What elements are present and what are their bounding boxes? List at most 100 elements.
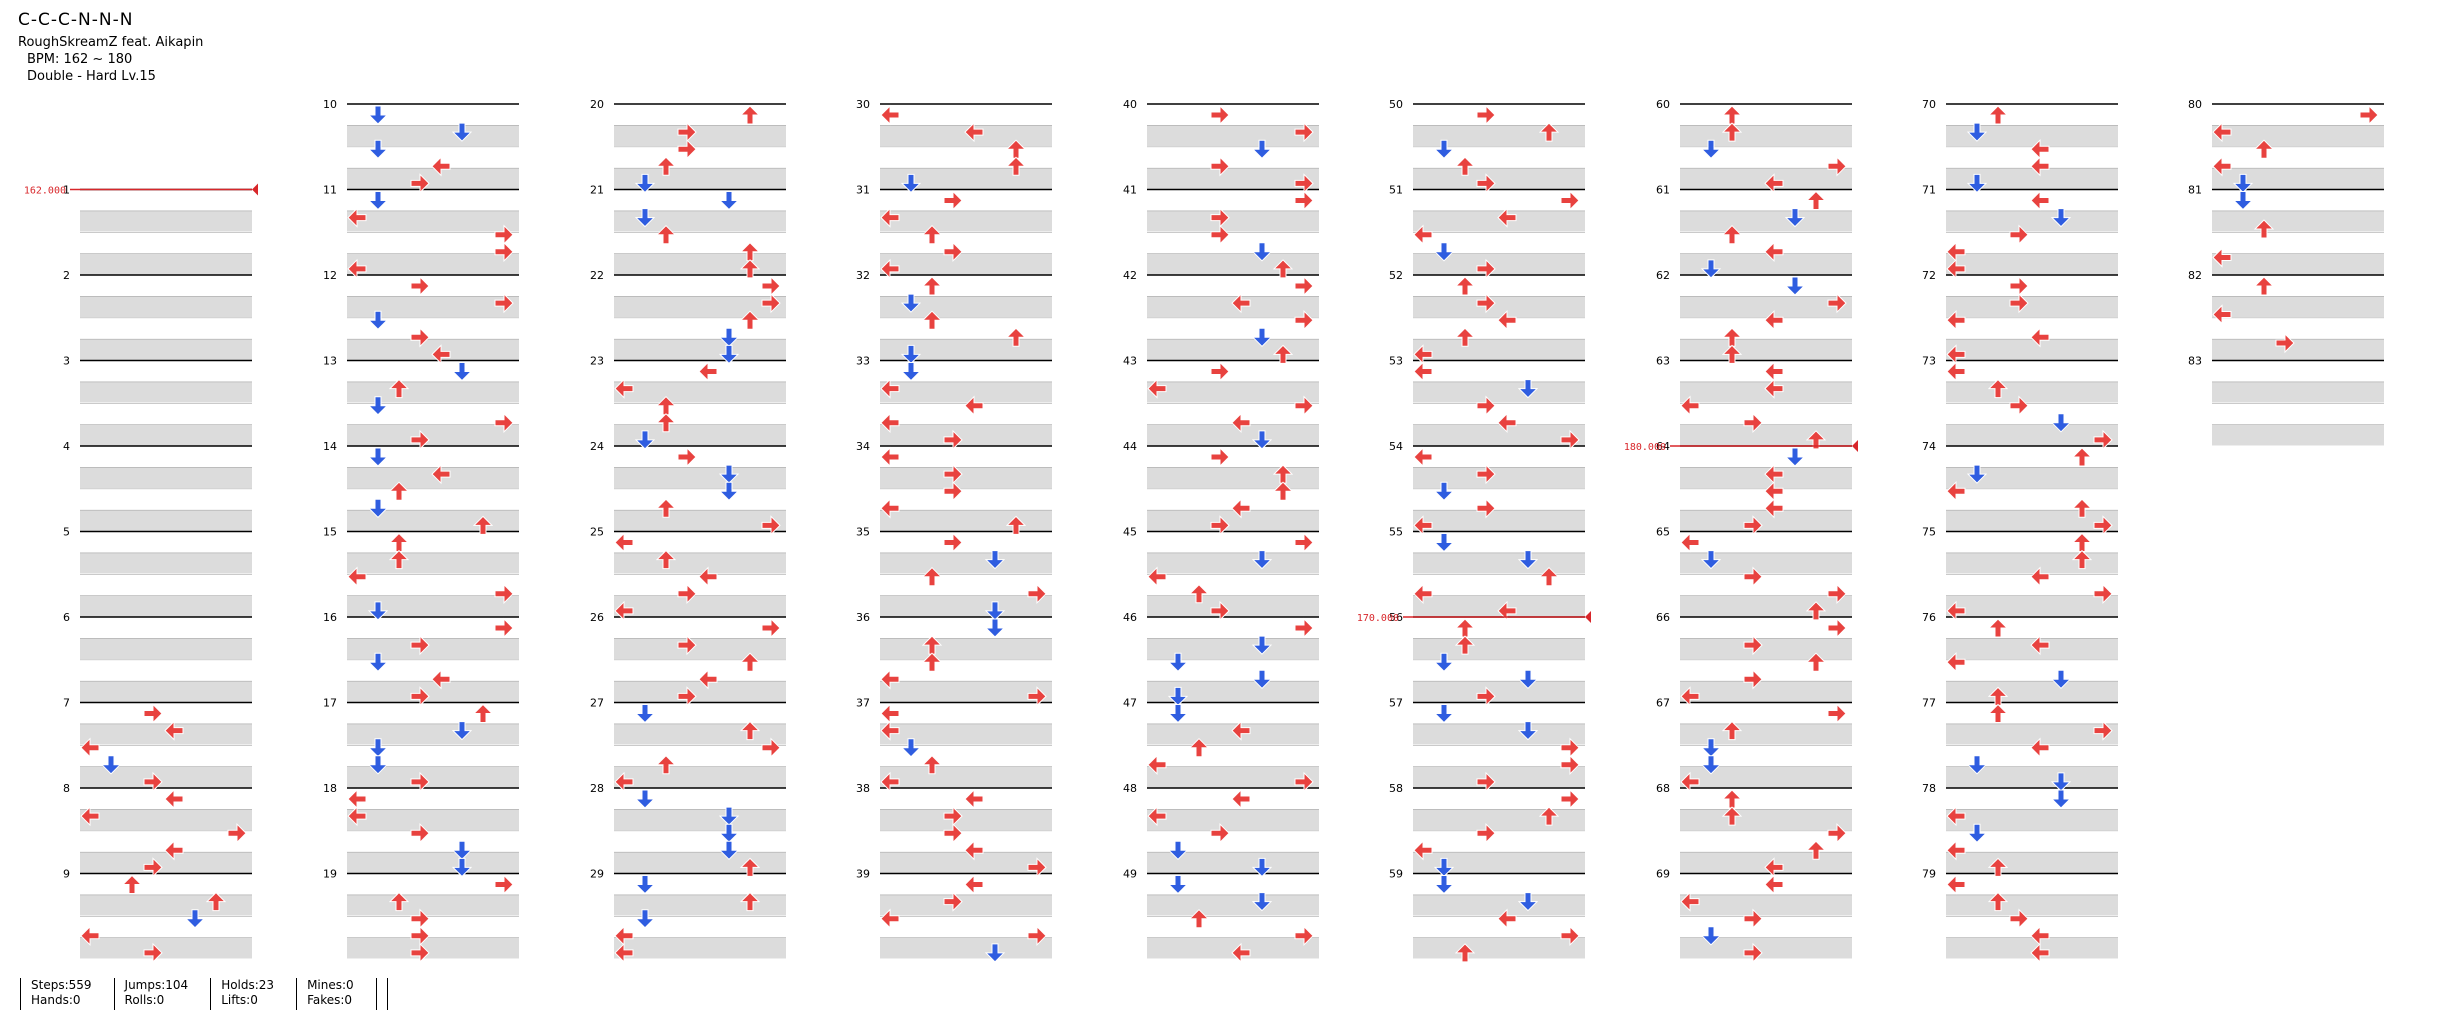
measure-stripe bbox=[614, 168, 786, 189]
down-arrow-icon bbox=[718, 344, 740, 365]
stats-col-4: Mines:0 Fakes:0 bbox=[296, 978, 376, 1010]
measure-stripe bbox=[1413, 852, 1585, 873]
right-arrow-icon bbox=[1476, 463, 1496, 485]
up-arrow-icon bbox=[121, 874, 143, 894]
down-arrow-icon bbox=[718, 840, 740, 861]
measure-number: 56 bbox=[1389, 611, 1403, 624]
measure-stripe bbox=[1680, 381, 1852, 403]
right-arrow-icon bbox=[677, 138, 697, 160]
right-arrow-icon bbox=[1560, 429, 1580, 451]
down-arrow-icon bbox=[1433, 481, 1455, 501]
measure-stripe bbox=[1147, 339, 1319, 360]
down-arrow-icon bbox=[984, 943, 1006, 963]
measure-stripe bbox=[1413, 424, 1585, 446]
up-arrow-icon bbox=[1454, 156, 1476, 176]
up-arrow-icon bbox=[1805, 652, 1827, 672]
measure-number: 53 bbox=[1389, 355, 1403, 368]
left-arrow-icon bbox=[347, 805, 367, 827]
measure-number: 74 bbox=[1922, 440, 1936, 453]
measure-stripe bbox=[614, 510, 786, 531]
measure-stripe bbox=[347, 381, 519, 403]
down-arrow-icon bbox=[1966, 823, 1988, 843]
down-arrow-icon bbox=[634, 430, 656, 450]
measure-stripe bbox=[880, 339, 1052, 360]
down-arrow-icon bbox=[451, 857, 473, 878]
measure-stripe bbox=[1413, 339, 1585, 360]
left-arrow-icon bbox=[964, 121, 984, 143]
up-arrow-icon bbox=[1188, 737, 1210, 758]
right-arrow-icon bbox=[1210, 156, 1230, 177]
down-arrow-icon bbox=[1167, 875, 1189, 895]
right-arrow-icon bbox=[410, 942, 430, 964]
up-arrow-icon bbox=[388, 378, 410, 399]
right-arrow-icon bbox=[1827, 292, 1847, 314]
right-arrow-icon bbox=[943, 480, 963, 502]
measure-stripe bbox=[880, 595, 1052, 617]
up-arrow-icon bbox=[388, 532, 410, 552]
left-arrow-icon bbox=[1231, 720, 1251, 741]
up-arrow-icon bbox=[739, 259, 761, 279]
measure-number: 62 bbox=[1656, 269, 1670, 282]
measure-number: 10 bbox=[323, 98, 337, 111]
left-arrow-icon bbox=[1764, 498, 1784, 519]
measure-number: 52 bbox=[1389, 269, 1403, 282]
measure-number: 40 bbox=[1123, 98, 1137, 111]
left-arrow-icon bbox=[347, 788, 367, 810]
measure-stripe bbox=[614, 723, 786, 745]
right-arrow-icon bbox=[1827, 822, 1847, 844]
measure-number: 61 bbox=[1656, 184, 1670, 197]
down-arrow-icon bbox=[718, 481, 740, 501]
right-arrow-icon bbox=[1476, 686, 1496, 707]
measure-number: 82 bbox=[2188, 269, 2202, 282]
left-arrow-icon bbox=[1680, 532, 1700, 553]
right-arrow-icon bbox=[677, 583, 697, 605]
measure-number: 11 bbox=[323, 184, 337, 197]
left-arrow-icon bbox=[347, 207, 367, 228]
measure-number: 21 bbox=[590, 184, 604, 197]
right-arrow-icon bbox=[1210, 446, 1230, 468]
measure-number: 35 bbox=[856, 526, 870, 539]
right-arrow-icon bbox=[1210, 600, 1230, 622]
difficulty-label: Double - Hard Lv.15 bbox=[27, 69, 156, 84]
measure-stripe bbox=[80, 552, 252, 574]
stats-col-1: Steps:559 Hands:0 bbox=[20, 978, 114, 1010]
left-arrow-icon bbox=[614, 600, 634, 622]
right-arrow-icon bbox=[1294, 617, 1314, 639]
up-arrow-icon bbox=[1987, 378, 2009, 399]
measure-stripe bbox=[880, 638, 1052, 659]
up-arrow-icon bbox=[921, 566, 943, 587]
measure-stripe bbox=[1946, 638, 2118, 659]
measure-number: 66 bbox=[1656, 611, 1670, 624]
down-arrow-icon bbox=[1517, 669, 1539, 690]
measure-number: 65 bbox=[1656, 526, 1670, 539]
measure-stripe bbox=[1946, 809, 2118, 830]
left-arrow-icon bbox=[698, 566, 718, 587]
left-arrow-icon bbox=[880, 498, 900, 519]
left-arrow-icon bbox=[880, 412, 900, 434]
measure-stripe bbox=[1147, 638, 1319, 659]
down-arrow-icon bbox=[2050, 669, 2072, 690]
down-arrow-icon bbox=[984, 618, 1006, 638]
measure-stripe bbox=[80, 424, 252, 446]
down-arrow-icon bbox=[2232, 173, 2254, 194]
up-arrow-icon bbox=[1987, 703, 2009, 723]
measure-stripe bbox=[1946, 723, 2118, 745]
right-arrow-icon bbox=[410, 822, 430, 844]
down-arrow-icon bbox=[900, 738, 922, 758]
measure-stripe bbox=[347, 210, 519, 232]
measure-stripe bbox=[80, 339, 252, 360]
measure-stripe bbox=[347, 424, 519, 446]
down-arrow-icon bbox=[1433, 875, 1455, 895]
measure-stripe bbox=[1147, 210, 1319, 232]
measure-stripe bbox=[614, 210, 786, 232]
measure-number: 20 bbox=[590, 98, 604, 111]
measure-stripe bbox=[1147, 809, 1319, 830]
down-arrow-icon bbox=[1966, 464, 1988, 484]
down-arrow-icon bbox=[900, 344, 922, 365]
right-arrow-icon bbox=[2093, 583, 2113, 605]
up-arrow-icon bbox=[1805, 190, 1827, 210]
up-arrow-icon bbox=[1188, 908, 1210, 929]
measure-stripe bbox=[1413, 681, 1585, 702]
measure-number: 32 bbox=[856, 269, 870, 282]
right-arrow-icon bbox=[943, 190, 963, 211]
